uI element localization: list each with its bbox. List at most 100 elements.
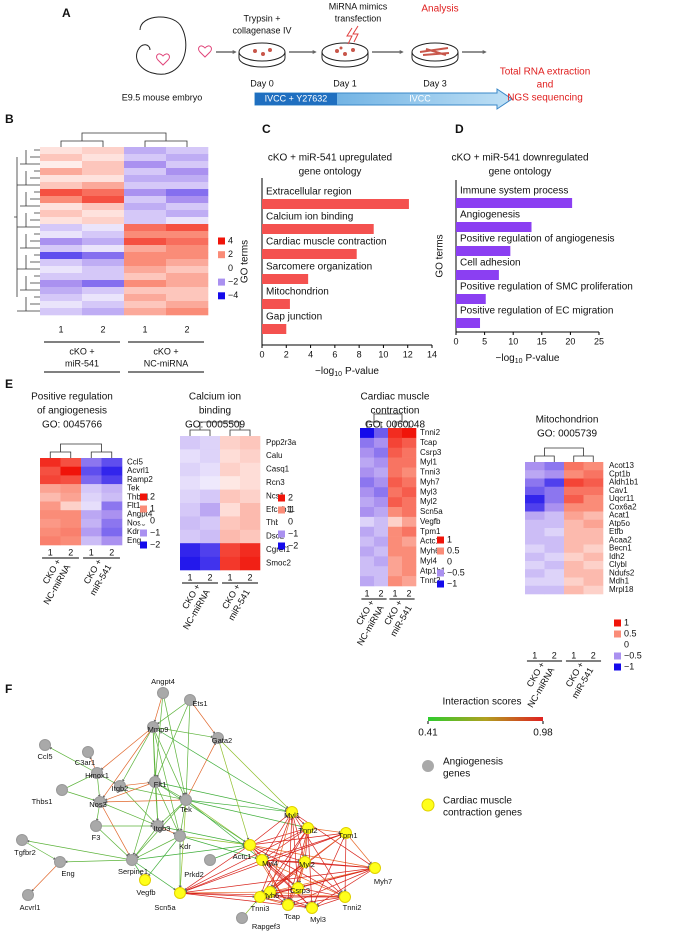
network-node [306, 902, 318, 914]
category-label: Positive regulation of angiogenesis [460, 234, 615, 245]
gene-label: Acot13 [609, 461, 634, 470]
heatmap-cell [124, 189, 167, 197]
heatmap-cell [82, 294, 125, 302]
lightning [346, 27, 353, 45]
panel-label: A [62, 6, 71, 20]
heatmap-cell [82, 182, 125, 190]
network-edge [179, 890, 266, 894]
heatmap-cell [82, 196, 125, 204]
x-tick-label: 15 [537, 336, 547, 346]
heatmap-cell [525, 462, 545, 471]
group-label: CKO +NC-miRNA [180, 582, 212, 631]
heatmap-cell [60, 475, 82, 485]
gene-label: Calu [266, 451, 282, 460]
x-tick-label: 10 [508, 336, 518, 346]
heatmap-cell [166, 294, 209, 302]
heatmap-cell [525, 536, 545, 545]
cells [253, 46, 450, 56]
heatmap-cell [583, 478, 604, 488]
network-edge [179, 835, 246, 846]
heatmap-cell [220, 489, 241, 504]
network-edge [154, 781, 247, 843]
dendrogram-branch [49, 443, 113, 458]
gene-label: Ncs1 [266, 491, 285, 500]
network-node [244, 839, 256, 851]
heatmap-cell [101, 510, 123, 520]
dish [411, 52, 459, 68]
colorbar-swatch [278, 530, 285, 538]
network-edge [134, 825, 159, 857]
gene-label: Idh2 [609, 552, 625, 561]
heatmap-cell [60, 536, 82, 546]
network-edge [274, 867, 376, 892]
heatmap-cell [220, 503, 241, 517]
embryo-outline [136, 16, 187, 75]
network-edge [291, 811, 305, 858]
heatmap-cell [40, 294, 83, 302]
heatmap-cell [40, 510, 61, 520]
network-edge [157, 825, 246, 845]
bar [456, 318, 481, 328]
heatmap-cell [402, 477, 417, 488]
heatmap-cell [101, 518, 123, 528]
network-edge [266, 832, 347, 860]
heatmap-cell [402, 497, 417, 508]
heatmap-cell [388, 447, 403, 458]
heatmap-cell [583, 536, 604, 545]
gene-label: Tnni2 [420, 428, 441, 437]
heatmap-cell [124, 245, 167, 253]
heatmap-cell [40, 287, 83, 295]
heatmap-cell [180, 462, 201, 477]
network-node [292, 882, 304, 894]
colorbar-swatch [614, 663, 621, 671]
day-label: Day 1 [333, 78, 357, 88]
heatmap-cell [525, 528, 545, 537]
heatmap-cell [124, 196, 167, 204]
heatmap-cell [166, 147, 209, 155]
group-label: NC-miRNA [144, 358, 189, 368]
heatmap-cell [200, 503, 221, 517]
colorbar-swatch [278, 506, 285, 514]
network-edge [304, 861, 342, 895]
colorbar-swatch [437, 569, 444, 577]
network-edge [249, 814, 289, 846]
bar [262, 324, 287, 334]
colorbar-label: −2 [150, 539, 160, 549]
heatmap-cell [180, 503, 201, 517]
heatmap-cell [124, 287, 167, 295]
network-node [369, 862, 381, 874]
heatmap-cell [220, 476, 241, 490]
dendrogram-branch [366, 413, 410, 428]
media-label: IVCC [409, 93, 431, 103]
heatmap-cell [166, 259, 209, 267]
network-edge [119, 785, 182, 800]
heatmap-cell [40, 224, 83, 232]
heatmap-cell [374, 526, 389, 537]
network-edge [185, 799, 304, 828]
heatmap-cell [101, 466, 123, 476]
category-label: Calcium ion binding [266, 212, 353, 223]
heatmap-cell [82, 189, 125, 197]
column-label: 1 [187, 572, 192, 582]
heatmap-cell [388, 487, 403, 498]
node-label: Tnnt2 [298, 826, 317, 835]
network-edge [152, 726, 289, 810]
node-label: Myh6 [261, 891, 279, 900]
colorbar-label: 0 [447, 556, 452, 566]
group-label: CKO +NC-miRNA [41, 557, 73, 606]
heatmap-cell [583, 561, 604, 570]
heatmap-cell [40, 175, 83, 183]
heatmap-cell [166, 308, 209, 316]
x-tick-label: 5 [482, 336, 487, 346]
network-edge [261, 811, 293, 893]
heatmap-cell [101, 492, 123, 502]
lightning [352, 25, 359, 43]
heatmap-cell [388, 467, 403, 478]
heatmap-cell [564, 544, 584, 554]
chart-title: cKO + miR-541 downregulated [451, 153, 588, 164]
network-edge [95, 825, 129, 857]
network-edge [289, 861, 306, 901]
node-label: Prkd2 [184, 870, 204, 879]
node-label: Myl3 [310, 915, 326, 924]
